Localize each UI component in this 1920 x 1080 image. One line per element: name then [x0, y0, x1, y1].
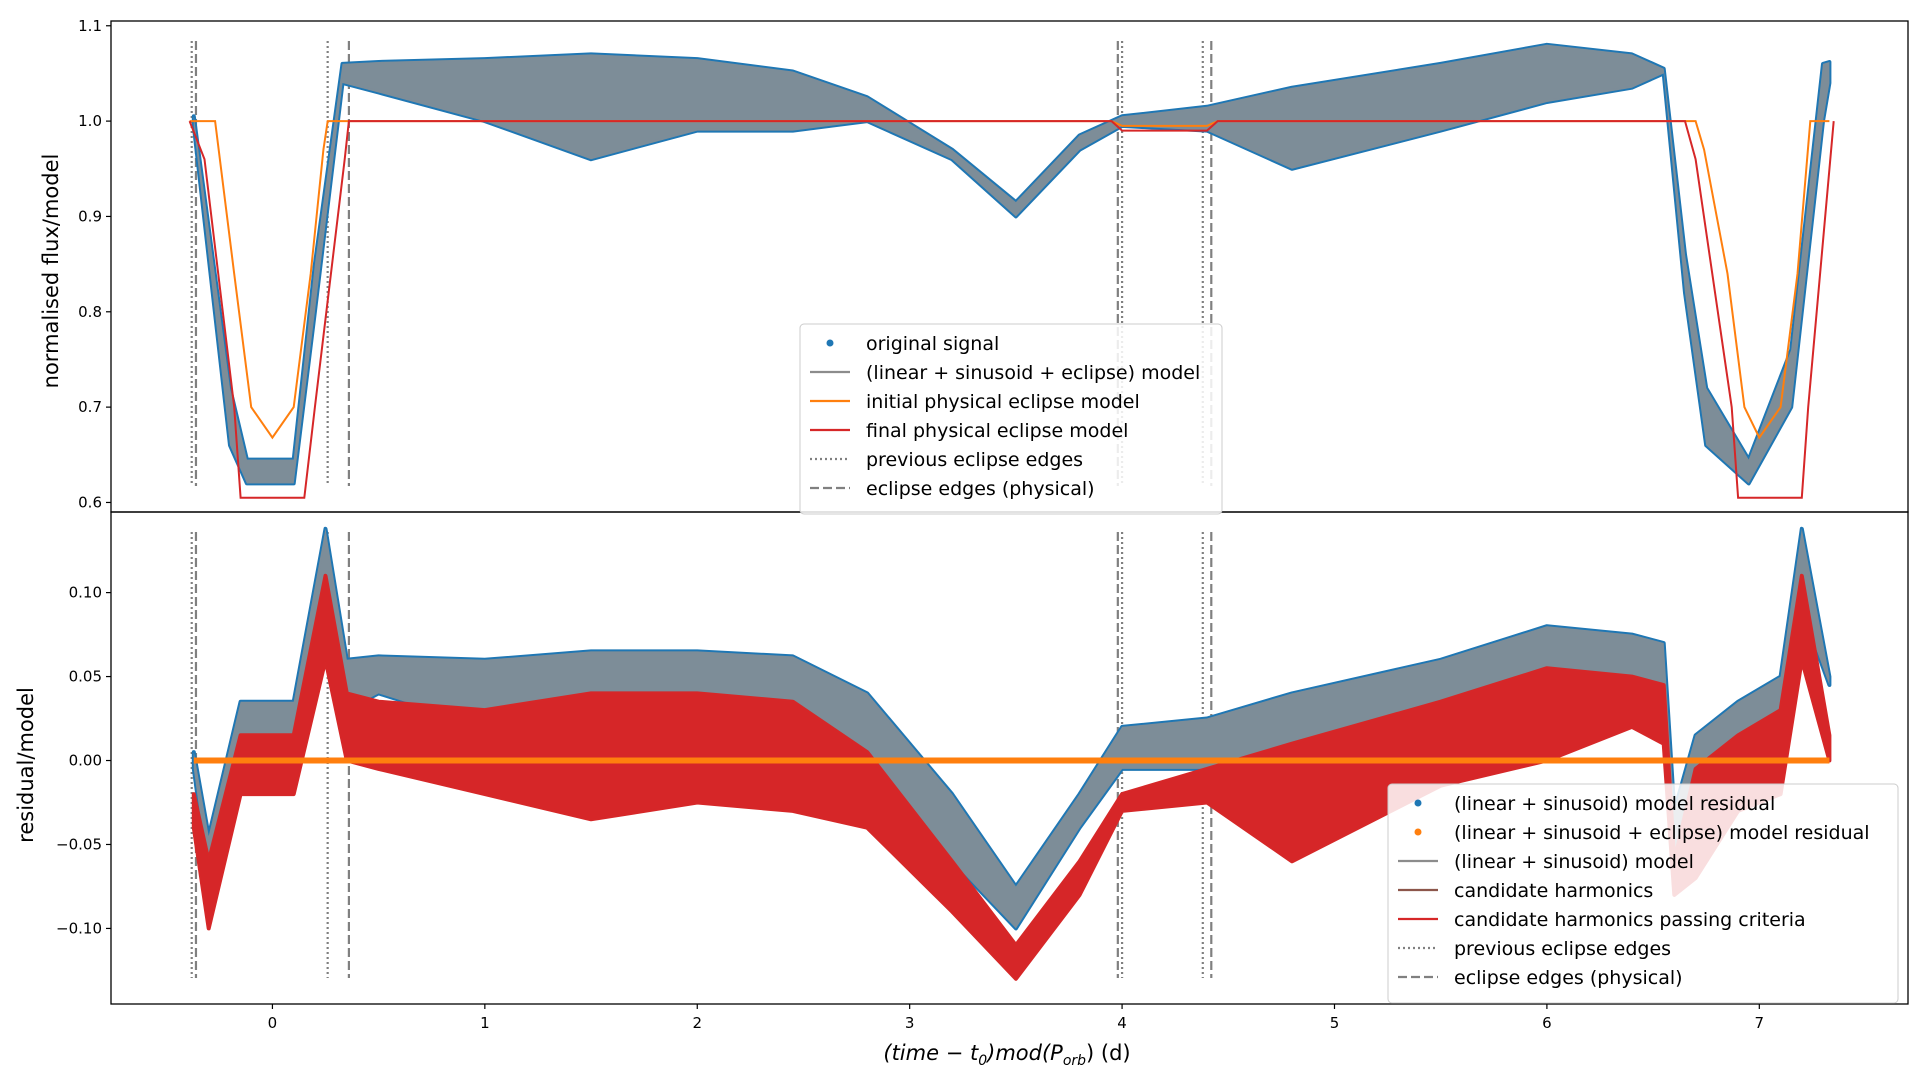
xtick-label-0: 0 [268, 1014, 278, 1032]
top-series-1-line [189, 120, 1830, 440]
legend-bottom-label-5: previous eclipse edges [1454, 938, 1671, 960]
legend-top-label-2: initial physical eclipse model [866, 391, 1140, 413]
legend-top-frame [799, 323, 1223, 515]
top-ytick-label-3: 0.9 [78, 207, 102, 225]
legend-top-label-4: previous eclipse edges [866, 449, 1083, 471]
legend-bottom-label-2: (linear + sinusoid) model [1454, 851, 1694, 873]
x-axis: 0 1 2 3 4 5 6 7 [268, 1004, 1764, 1032]
legend-bottom-frame [1387, 783, 1899, 1004]
legend-bottom: (linear + sinusoid) model residual (linea… [1387, 783, 1899, 1004]
legend-bottom-label-0: (linear + sinusoid) model residual [1454, 793, 1775, 815]
legend-top-label-3: final physical eclipse model [866, 420, 1128, 442]
top-ytick-label-0: 0.6 [78, 493, 102, 511]
top-ytick-label-2: 0.8 [78, 303, 102, 321]
xtick-label-2: 2 [692, 1014, 702, 1032]
top-ytick-label-5: 1.1 [78, 17, 102, 35]
xtick-label-1: 1 [480, 1014, 490, 1032]
bottom-ytick-label-0: −0.10 [56, 919, 102, 937]
x-axis-label-math: (time − t [883, 1041, 979, 1065]
legend-top-label-5: eclipse edges (physical) [866, 478, 1095, 500]
top-ytick-label-1: 0.7 [78, 398, 102, 416]
top-series-0-band [193, 44, 1830, 484]
xtick-label-5: 5 [1330, 1014, 1340, 1032]
bottom-ytick-label-2: 0.00 [69, 752, 102, 770]
xtick-label-7: 7 [1755, 1014, 1765, 1032]
legend-top-marker-0 [826, 339, 834, 347]
x-axis-label-sub1: orb [1063, 1053, 1086, 1069]
legend-bottom-label-6: eclipse edges (physical) [1454, 967, 1683, 989]
legend-top-label-1: (linear + sinusoid + eclipse) model [866, 362, 1200, 384]
x-axis-label: (time − t0)mod(Porb) (d) [883, 1041, 1130, 1069]
bottom-plot-area [190, 526, 1832, 981]
x-axis-label-unit: ) (d) [1086, 1041, 1131, 1065]
legend-top-label-0: original signal [866, 333, 999, 355]
legend-bottom-label-3: candidate harmonics [1454, 880, 1653, 902]
bottom-ytick-label-3: 0.05 [69, 668, 102, 686]
legend-top: original signal (linear + sinusoid + ecli… [799, 323, 1223, 515]
bottom-ytick-label-1: −0.05 [56, 835, 102, 853]
xtick-label-4: 4 [1117, 1014, 1127, 1032]
top-ytick-label-4: 1.0 [78, 112, 102, 130]
top-model-band [193, 44, 1830, 484]
bottom-series-1-band [193, 575, 1830, 979]
legend-bottom-marker-1 [1414, 828, 1422, 836]
legend-bottom-label-1: (linear + sinusoid + eclipse) model resi… [1454, 822, 1870, 844]
bottom-ytick-label-4: 0.10 [69, 584, 102, 602]
x-axis-label-math2: )mod(P [985, 1041, 1063, 1065]
y-axis-label-bottom: residual/model [14, 687, 38, 843]
top-series-2-line [188, 120, 1835, 499]
x-axis-label-sub0: 0 [978, 1053, 987, 1069]
bottom-panel: −0.10 −0.05 0.00 0.05 0.10 [56, 511, 1909, 1005]
xtick-label-3: 3 [905, 1014, 915, 1032]
legend-bottom-marker-0 [1414, 799, 1422, 807]
xtick-label-6: 6 [1542, 1014, 1552, 1032]
legend-bottom-label-4: candidate harmonics passing criteria [1454, 909, 1806, 931]
y-axis-label-top: normalised flux/model [39, 154, 63, 389]
